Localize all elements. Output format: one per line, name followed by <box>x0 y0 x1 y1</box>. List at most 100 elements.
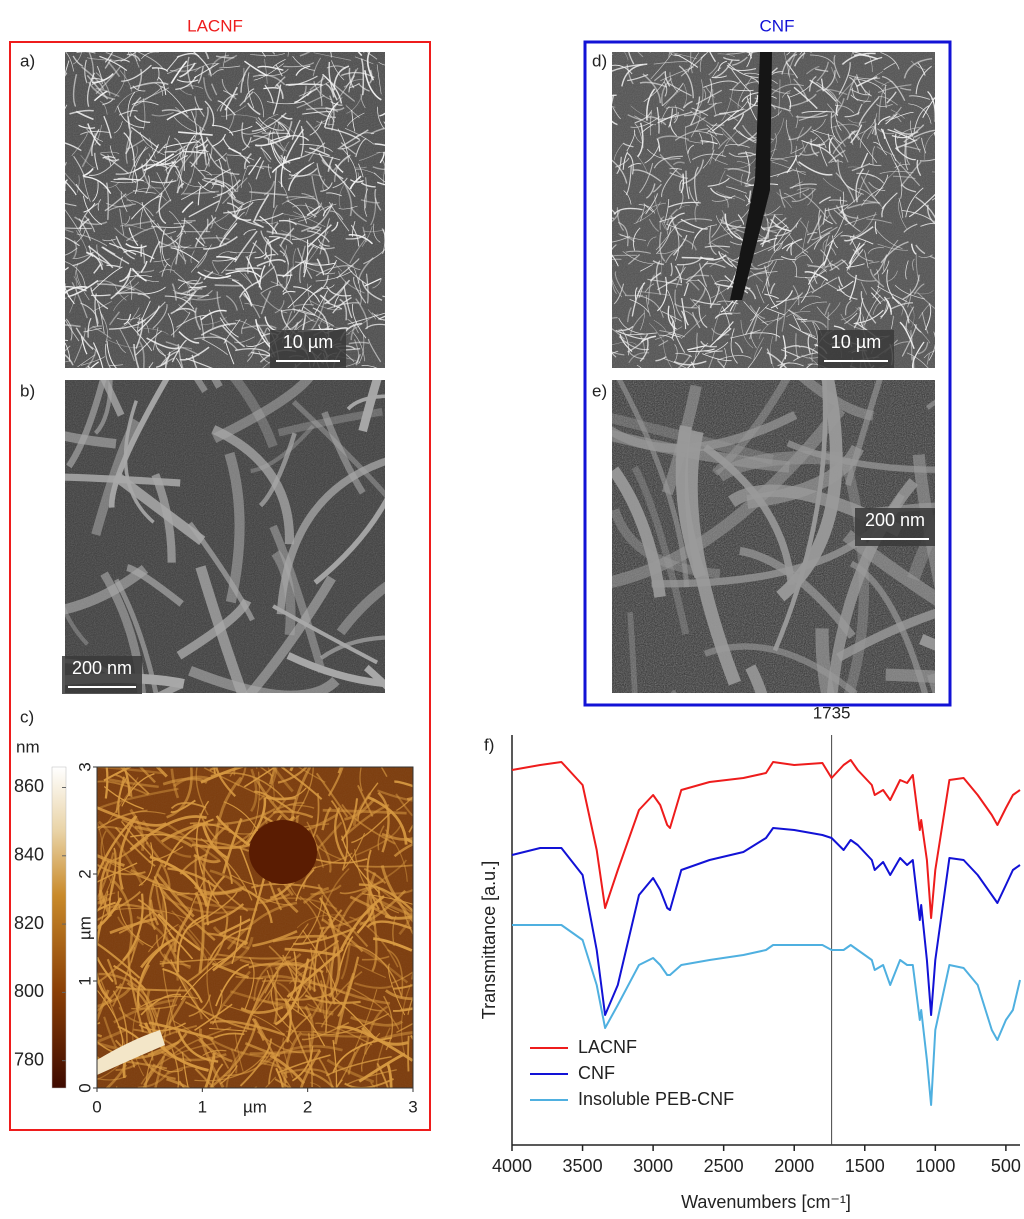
fiber <box>639 338 649 362</box>
fiber <box>190 244 212 273</box>
fiber <box>707 177 730 187</box>
fiber <box>612 350 619 354</box>
fiber <box>179 62 196 78</box>
fiber <box>663 358 687 368</box>
fiber <box>722 308 741 314</box>
fiber <box>214 152 227 162</box>
fiber <box>109 145 118 162</box>
fiber <box>634 115 656 126</box>
fiber <box>622 251 655 264</box>
fiber <box>892 114 902 123</box>
fiber <box>833 54 841 79</box>
fiber <box>361 365 378 368</box>
fiber <box>65 431 117 449</box>
fiber <box>100 830 113 884</box>
fiber <box>898 199 907 230</box>
fiber <box>627 152 634 175</box>
fiber <box>92 342 104 368</box>
fiber <box>286 200 308 224</box>
fiber <box>913 105 930 133</box>
fiber <box>855 78 886 95</box>
fiber <box>858 80 867 96</box>
fiber <box>768 170 792 178</box>
fiber <box>876 128 895 135</box>
fiber <box>811 277 838 294</box>
fiber <box>305 120 326 153</box>
fiber <box>123 250 155 260</box>
fiber <box>857 103 863 116</box>
fiber <box>231 171 239 193</box>
fiber <box>921 312 929 334</box>
fiber <box>789 183 817 189</box>
fiber <box>317 1057 334 1088</box>
fiber <box>309 300 342 311</box>
fiber <box>132 85 146 92</box>
fiber <box>274 118 285 131</box>
fiber <box>332 1036 392 1074</box>
fiber <box>377 181 385 186</box>
fiber <box>815 628 835 693</box>
fiber <box>855 307 866 331</box>
fiber <box>747 52 754 56</box>
fiber <box>120 52 137 62</box>
fiber <box>882 129 897 161</box>
fiber <box>778 79 781 116</box>
fiber <box>378 61 385 66</box>
fiber <box>314 116 332 129</box>
fiber <box>228 114 235 130</box>
fiber <box>786 94 792 110</box>
fiber <box>181 285 203 299</box>
fiber <box>612 106 616 108</box>
fiber <box>860 281 868 295</box>
fiber <box>798 161 833 176</box>
fiber <box>65 324 81 328</box>
fiber <box>889 111 914 121</box>
fiber <box>65 319 80 342</box>
fiber <box>175 76 197 91</box>
fiber <box>282 245 287 257</box>
fiber <box>891 315 894 329</box>
fiber <box>682 100 693 109</box>
fiber <box>704 350 723 353</box>
fiber <box>806 65 820 75</box>
fiber <box>194 63 220 72</box>
fiber <box>168 932 194 960</box>
legend-label: CNF <box>578 1063 615 1083</box>
fiber <box>288 174 323 180</box>
fiber <box>82 174 91 202</box>
fiber <box>644 144 660 164</box>
fiber <box>255 160 265 180</box>
fiber <box>131 145 138 161</box>
fiber <box>348 341 370 345</box>
fiber <box>333 807 347 862</box>
fiber <box>788 135 793 154</box>
fiber <box>137 995 199 1009</box>
fiber <box>266 100 305 105</box>
fiber <box>277 274 293 277</box>
fiber <box>293 303 314 307</box>
fiber <box>135 330 163 356</box>
fiber <box>801 220 809 252</box>
fiber <box>162 357 175 366</box>
fiber <box>301 286 323 311</box>
fiber <box>195 565 248 693</box>
fiber <box>283 62 315 68</box>
fiber <box>185 357 213 368</box>
fiber <box>325 106 345 111</box>
fiber <box>836 608 935 662</box>
fiber <box>747 346 763 368</box>
fiber <box>65 161 67 167</box>
fiber <box>211 962 250 979</box>
afm-pore <box>249 820 317 884</box>
fiber <box>345 233 366 240</box>
fiber <box>748 52 753 59</box>
fiber <box>612 63 644 72</box>
fiber <box>831 136 849 163</box>
fiber <box>129 96 142 117</box>
fiber <box>786 155 798 174</box>
fiber <box>320 1001 343 1028</box>
fiber <box>627 163 642 168</box>
fiber <box>408 823 413 833</box>
fiber <box>126 53 141 62</box>
fiber <box>719 108 744 115</box>
